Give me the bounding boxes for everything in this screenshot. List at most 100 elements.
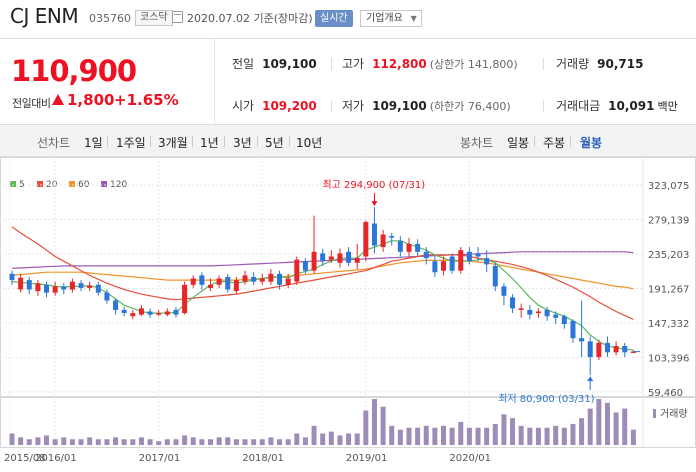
divider bbox=[331, 58, 332, 70]
volume-bar bbox=[268, 437, 274, 445]
volume-bar bbox=[130, 439, 136, 445]
volume-bar bbox=[570, 423, 576, 445]
volume-bar bbox=[441, 425, 447, 445]
volume-bar bbox=[207, 439, 213, 445]
candle-body bbox=[268, 273, 274, 282]
candle-body bbox=[302, 261, 308, 271]
volume-bar bbox=[9, 433, 15, 445]
amount-value: 10,091 bbox=[608, 99, 655, 113]
candle-body bbox=[415, 243, 421, 252]
volume-bar bbox=[501, 414, 507, 445]
legend-swatch bbox=[37, 181, 43, 187]
tab-3month[interactable]: 3개월 bbox=[158, 136, 188, 150]
candle-body bbox=[95, 284, 101, 293]
stock-candlestick-chart[interactable]: 323,075 279,139 235,203 191,267 147,332 103,3… bbox=[0, 157, 696, 472]
market-badge: 코스닥 bbox=[135, 10, 173, 26]
tab-1year[interactable]: 1년 bbox=[200, 136, 219, 150]
volume-bar bbox=[535, 427, 541, 445]
volume-bar bbox=[458, 422, 464, 445]
volume-bar bbox=[518, 425, 524, 445]
volume-bar bbox=[216, 437, 222, 445]
candle-body bbox=[52, 286, 58, 293]
volume-bar bbox=[147, 439, 153, 445]
high-value: 112,800 bbox=[372, 57, 427, 71]
min-arrow-head bbox=[587, 376, 594, 382]
candle-body bbox=[259, 278, 265, 282]
tab-monthly[interactable]: 월봉 bbox=[580, 136, 603, 150]
tab-weekly[interactable]: 주봉 bbox=[543, 136, 566, 150]
candle-body bbox=[622, 346, 628, 353]
volume-bar bbox=[294, 433, 300, 445]
volume-bar bbox=[389, 425, 395, 445]
volume-bar bbox=[406, 427, 412, 445]
volume-bar bbox=[78, 439, 84, 445]
tab-5year[interactable]: 5년 bbox=[265, 136, 284, 150]
prev-close-label: 전일 bbox=[232, 57, 255, 71]
legend-label: 120 bbox=[110, 180, 128, 190]
volume-bar bbox=[553, 425, 559, 445]
tab-10year[interactable]: 10년 bbox=[296, 136, 323, 150]
candle-body bbox=[26, 280, 32, 290]
high-label: 고가 bbox=[342, 57, 365, 71]
x-tick-label: 2015/08 bbox=[4, 453, 46, 464]
volume-bar bbox=[561, 427, 567, 445]
divider bbox=[257, 136, 258, 147]
y-tick-label: 191,267 bbox=[648, 285, 689, 296]
min-price-annotation: 최저 80,900 (03/31) bbox=[498, 393, 594, 405]
candle-body bbox=[518, 308, 524, 310]
candle-body bbox=[553, 314, 559, 318]
volume-bar bbox=[337, 435, 343, 445]
tab-3year[interactable]: 3년 bbox=[233, 136, 252, 150]
volume-bar bbox=[423, 425, 429, 445]
current-price: 110,900 bbox=[11, 54, 137, 88]
open-label: 시가 bbox=[232, 99, 255, 113]
volume-bar bbox=[95, 439, 101, 445]
candle-body bbox=[44, 284, 50, 293]
candle-body bbox=[35, 283, 41, 292]
low-value: 109,100 bbox=[372, 99, 427, 113]
volume-bar bbox=[432, 427, 438, 445]
candle-body bbox=[294, 259, 300, 282]
candle-body bbox=[156, 313, 162, 315]
candle-body bbox=[207, 284, 213, 288]
volume-bar bbox=[587, 408, 593, 445]
y-tick-label: 235,203 bbox=[648, 250, 689, 261]
volume-bar bbox=[320, 433, 326, 445]
candle-body bbox=[121, 309, 127, 314]
candle-body bbox=[544, 309, 550, 317]
candle-body bbox=[535, 311, 541, 314]
price-summary: 110,900 전일대비 1,800 +1.65% 전일 109,100 고가 11… bbox=[0, 38, 696, 125]
realtime-button[interactable]: 실시간 bbox=[315, 10, 353, 27]
volume-bar bbox=[311, 425, 317, 445]
chart-axes: 323,075 279,139 235,203 191,267 147,332 103,3… bbox=[4, 181, 689, 464]
volume-bar bbox=[61, 437, 67, 445]
volume-bar bbox=[52, 439, 58, 445]
ma20-line bbox=[11, 226, 634, 320]
volume-bar bbox=[138, 437, 144, 445]
candle-body bbox=[604, 342, 610, 353]
candle-body bbox=[87, 285, 93, 288]
prev-close: 전일 109,100 bbox=[232, 55, 317, 72]
candle-body bbox=[346, 251, 352, 263]
change-label: 전일대비 bbox=[12, 97, 51, 110]
candle-body bbox=[61, 286, 67, 290]
candle-body bbox=[104, 292, 110, 301]
volume-bar bbox=[18, 437, 24, 445]
volume-bar bbox=[69, 439, 75, 445]
divider bbox=[150, 136, 151, 147]
candle-body bbox=[182, 284, 188, 314]
tab-1week[interactable]: 1주일 bbox=[116, 136, 146, 150]
x-tick-label: 2016/01 bbox=[35, 453, 77, 464]
volume-bar bbox=[104, 439, 110, 445]
company-overview-dropdown[interactable]: 기업개요 ▼ bbox=[360, 10, 422, 27]
amount-label: 거래대금 bbox=[556, 99, 601, 113]
tab-1day[interactable]: 1일 bbox=[84, 136, 103, 150]
tab-daily[interactable]: 일봉 bbox=[507, 136, 530, 150]
legend-label: 20 bbox=[46, 180, 58, 190]
candle-body bbox=[579, 338, 585, 342]
volume-bar bbox=[121, 439, 127, 445]
divider bbox=[534, 136, 535, 147]
volume-bar bbox=[87, 437, 93, 445]
volume-bar bbox=[415, 427, 421, 445]
lower-limit: (하한가 76,400) bbox=[429, 100, 511, 113]
